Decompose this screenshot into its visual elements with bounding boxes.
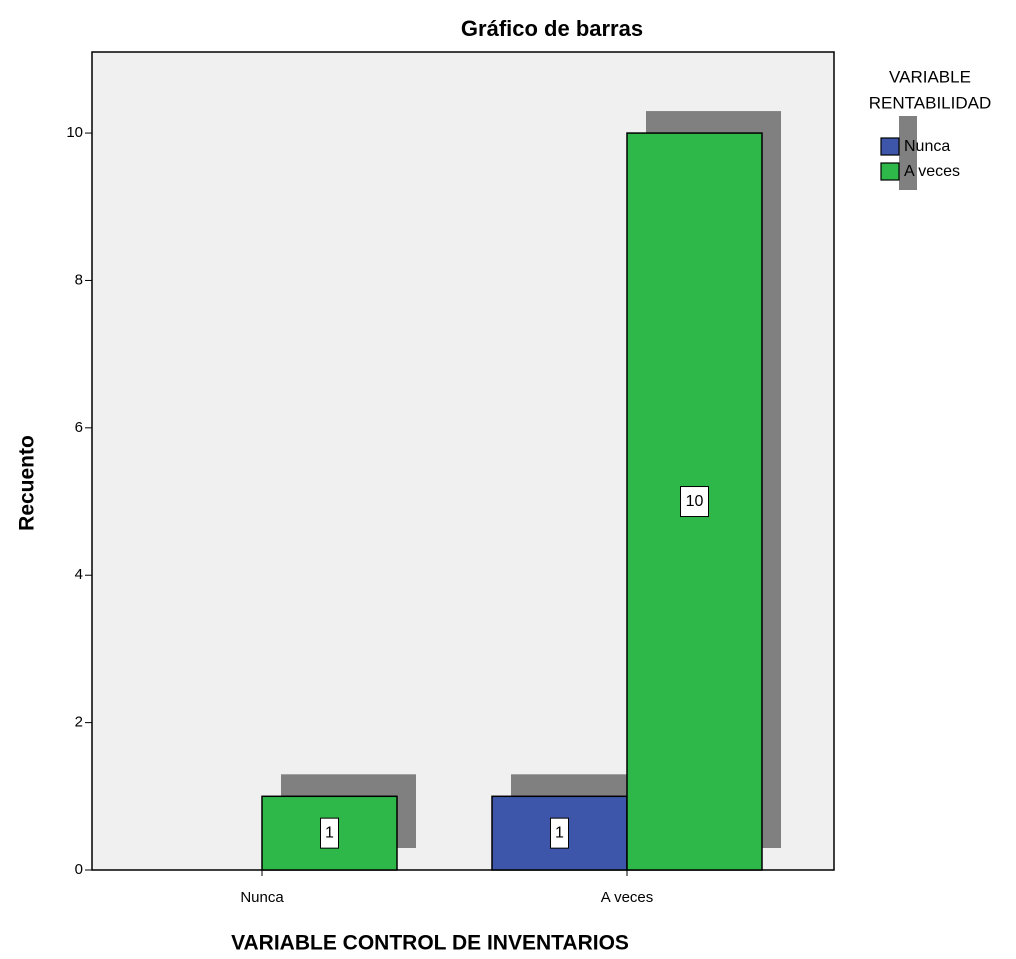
legend-title: RENTABILIDAD: [869, 93, 992, 112]
legend-label: Nunca: [904, 138, 950, 155]
x-tick-label: A veces: [601, 889, 654, 906]
y-tick-label: 8: [75, 271, 83, 288]
legend-shadow: [899, 116, 917, 190]
legend-swatch: [880, 137, 900, 156]
value-label-box: [550, 817, 569, 849]
y-tick-label: 0: [75, 861, 83, 878]
value-label: 1: [325, 824, 334, 841]
legend-swatch: [880, 162, 900, 181]
value-label: 1: [555, 824, 564, 841]
chart-title: Gráfico de barras: [461, 16, 643, 41]
y-tick-label: 10: [66, 124, 83, 141]
value-label-box: [320, 817, 339, 849]
x-tick-label: Nunca: [240, 889, 284, 906]
y-axis-title: Recuento: [16, 435, 39, 531]
value-label: 10: [686, 493, 704, 510]
y-tick-label: 2: [75, 714, 83, 731]
value-label-box: [680, 486, 709, 518]
y-tick-label: 4: [75, 566, 83, 583]
legend-title: VARIABLE: [889, 67, 971, 86]
y-tick-label: 6: [75, 419, 83, 436]
legend-label: A veces: [904, 163, 960, 180]
x-axis-title: VARIABLE CONTROL DE INVENTARIOS: [231, 932, 629, 955]
